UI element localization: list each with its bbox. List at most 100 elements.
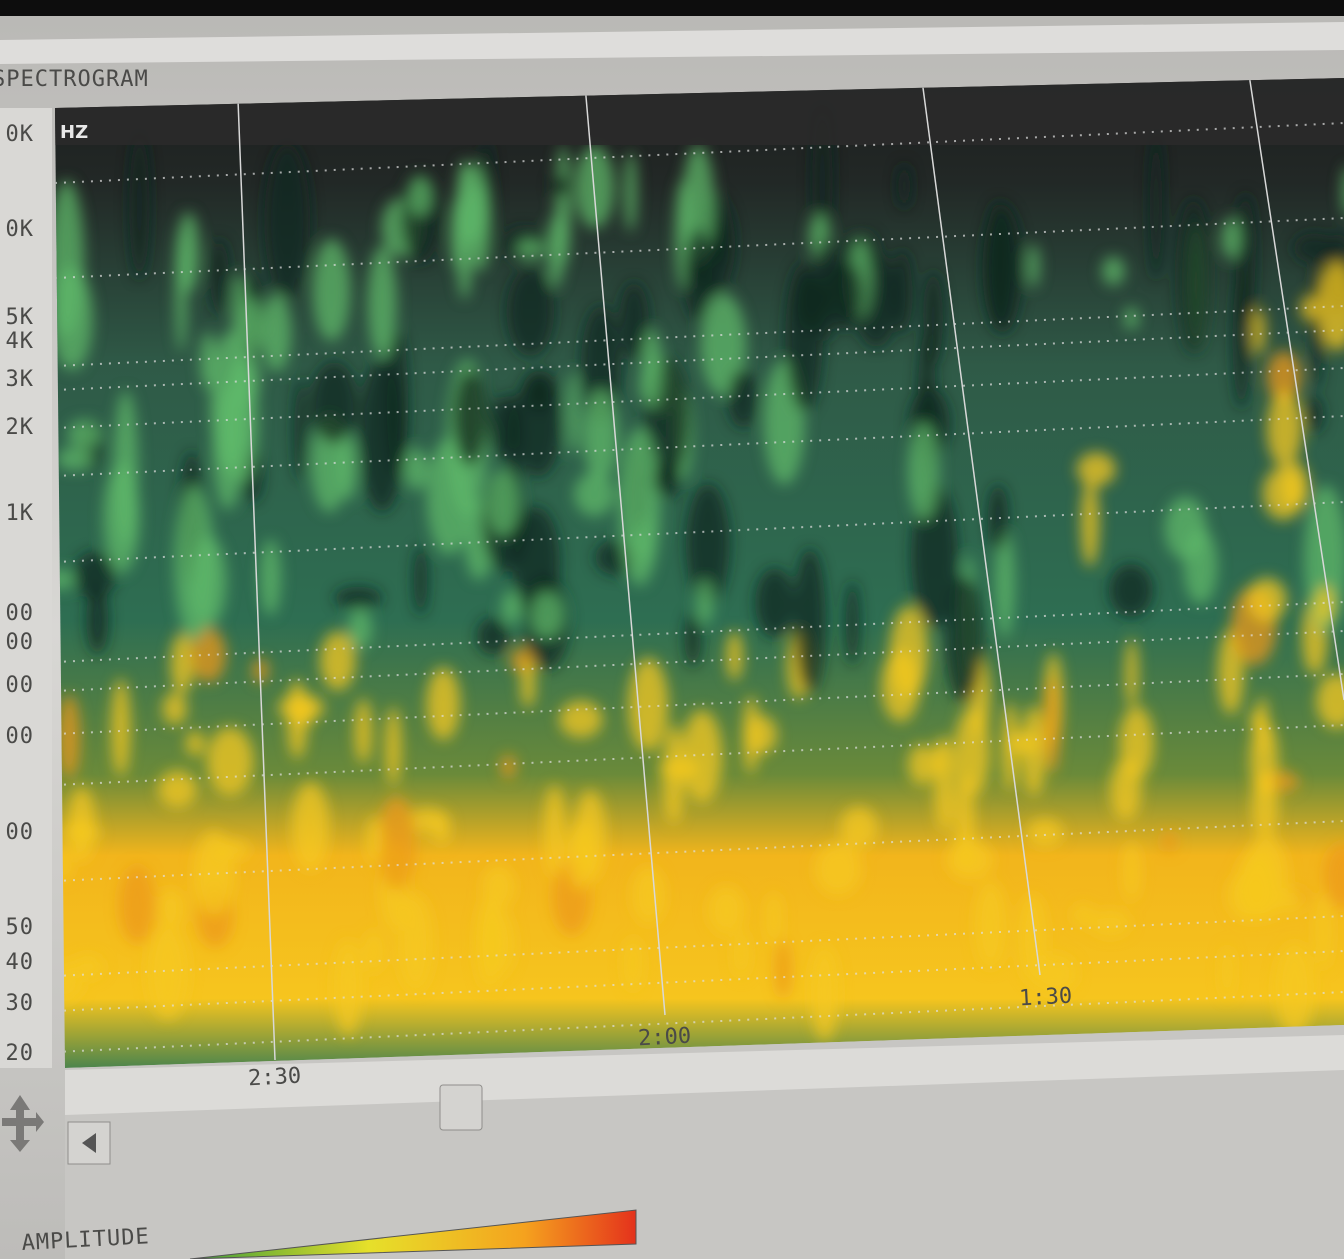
energy-blob	[696, 579, 714, 626]
energy-blob	[1293, 233, 1336, 263]
energy-blob	[1305, 395, 1324, 433]
frequency-label: 00	[6, 630, 35, 655]
frequency-label: 00	[6, 724, 35, 749]
energy-blob	[765, 891, 782, 945]
energy-blob	[516, 238, 544, 261]
energy-blob	[377, 796, 417, 891]
energy-blob	[1252, 307, 1266, 356]
energy-blob	[1080, 479, 1100, 567]
frequency-label: 50	[6, 915, 35, 940]
energy-blob	[129, 131, 150, 280]
energy-blob	[624, 151, 638, 232]
panel-edge	[0, 22, 1344, 64]
energy-blob	[582, 389, 619, 481]
energy-blob	[551, 173, 571, 199]
energy-blob	[55, 266, 93, 371]
energy-blob	[619, 282, 649, 360]
frequency-label: 4K	[6, 329, 35, 354]
energy-blob	[118, 865, 156, 944]
frequency-label: 00	[6, 820, 35, 845]
energy-blob	[684, 228, 712, 322]
energy-blob	[487, 469, 520, 536]
energy-blob	[623, 936, 643, 991]
energy-blob	[67, 419, 102, 449]
energy-blob	[1021, 705, 1047, 796]
energy-blob	[56, 447, 94, 471]
energy-blob	[452, 369, 488, 466]
energy-blob	[113, 390, 139, 547]
energy-blob	[1027, 243, 1040, 288]
energy-blob	[476, 617, 510, 655]
energy-blob	[367, 246, 397, 358]
energy-blob	[1076, 452, 1116, 487]
energy-blob	[1244, 835, 1289, 920]
energy-blob	[1315, 892, 1332, 970]
time-line	[237, 99, 276, 1061]
frequency-label: 00	[6, 601, 35, 626]
energy-blob	[945, 575, 983, 703]
energy-blob	[58, 694, 80, 779]
energy-blob	[334, 586, 383, 609]
energy-blob	[1123, 841, 1141, 902]
energy-blob	[1108, 563, 1153, 618]
energy-blob	[658, 758, 700, 780]
frequency-label: 00	[6, 673, 35, 698]
energy-blob	[72, 955, 104, 979]
frequency-label: 2K	[6, 415, 35, 440]
energy-blob	[1323, 842, 1344, 909]
energy-blob	[408, 175, 433, 217]
energy-blob	[653, 460, 681, 499]
energy-blob	[476, 894, 502, 990]
energy-blob	[685, 483, 730, 605]
spectrogram-energy	[55, 106, 1344, 1042]
scroll-thumb[interactable]	[439, 1084, 483, 1131]
energy-blob	[712, 219, 729, 266]
energy-blob	[450, 197, 465, 271]
energy-blob	[908, 744, 936, 786]
time-line	[919, 78, 1041, 976]
energy-blob	[1247, 577, 1287, 622]
energy-blob	[264, 143, 311, 299]
time-line	[584, 84, 666, 1016]
energy-blob	[61, 821, 101, 845]
energy-blob	[728, 368, 758, 429]
energy-blob	[1300, 295, 1319, 321]
energy-blob	[365, 929, 383, 974]
energy-blob	[840, 806, 878, 850]
frequency-label: 20	[6, 1041, 35, 1066]
energy-blob	[1044, 675, 1061, 774]
energy-blob	[994, 529, 1015, 638]
energy-blob	[501, 590, 522, 625]
frequency-label: 30	[6, 991, 35, 1016]
energy-blob	[243, 296, 263, 356]
energy-blob	[1161, 830, 1177, 853]
frequency-label: 0K	[6, 217, 35, 242]
energy-blob	[974, 881, 1007, 969]
frequency-label: 3K	[6, 367, 35, 392]
energy-blob	[333, 939, 363, 1036]
energy-blob	[987, 484, 1009, 551]
unit-label: HZ	[60, 122, 88, 143]
energy-blob	[147, 924, 189, 1020]
energy-blob	[291, 781, 330, 872]
energy-blob	[55, 569, 75, 590]
energy-blob	[229, 350, 261, 408]
energy-blob	[214, 839, 251, 860]
energy-blob	[908, 422, 939, 521]
top-bar	[0, 0, 1344, 16]
move-icon[interactable]	[2, 1095, 44, 1152]
energy-blob	[810, 944, 839, 1042]
energy-blob	[366, 816, 384, 865]
energy-blob	[955, 772, 975, 872]
energy-blob	[794, 272, 825, 331]
frequency-label: 1K	[6, 501, 35, 526]
energy-blob	[530, 591, 564, 639]
energy-blob	[111, 678, 131, 777]
energy-blob	[1123, 306, 1139, 330]
panel-title: SPECTROGRAM	[0, 67, 149, 92]
energy-blob	[413, 545, 428, 616]
energy-blob	[231, 274, 248, 354]
energy-blob	[506, 267, 555, 357]
